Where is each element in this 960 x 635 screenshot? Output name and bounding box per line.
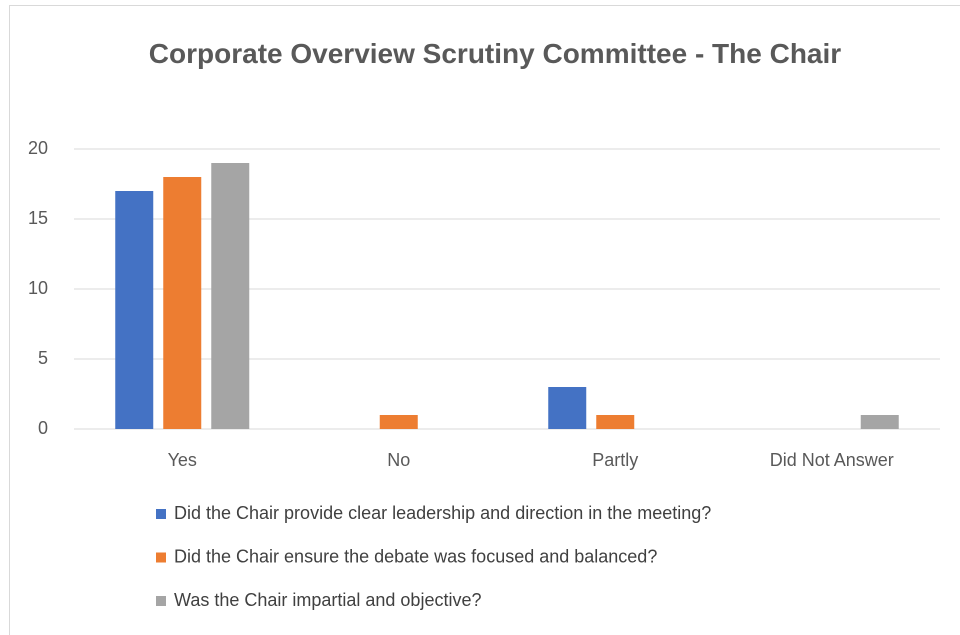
x-tick-label: Partly xyxy=(592,450,638,470)
bar xyxy=(596,415,635,429)
chart-title: Corporate Overview Scrutiny Committee - … xyxy=(148,38,842,69)
legend-label: Was the Chair impartial and objective? xyxy=(174,590,481,610)
legend-label: Did the Chair provide clear leadership a… xyxy=(174,503,711,523)
x-tick-label: Did Not Answer xyxy=(770,450,894,470)
bar xyxy=(379,415,418,429)
chart-border xyxy=(9,5,960,635)
y-tick-label: 0 xyxy=(38,418,48,438)
y-tick-label: 5 xyxy=(38,348,48,368)
legend-swatch xyxy=(156,596,166,606)
legend-swatch xyxy=(156,552,166,563)
bar xyxy=(548,387,587,429)
x-tick-label: Yes xyxy=(168,450,197,470)
bar xyxy=(115,191,154,429)
y-tick-label: 10 xyxy=(28,278,48,298)
x-tick-label: No xyxy=(387,450,410,470)
y-tick-label: 20 xyxy=(28,138,48,158)
y-tick-label: 15 xyxy=(28,208,48,228)
legend-swatch xyxy=(156,509,166,519)
bar xyxy=(860,415,899,429)
bar xyxy=(163,177,202,429)
bar xyxy=(211,163,250,429)
legend-label: Did the Chair ensure the debate was focu… xyxy=(174,546,657,566)
